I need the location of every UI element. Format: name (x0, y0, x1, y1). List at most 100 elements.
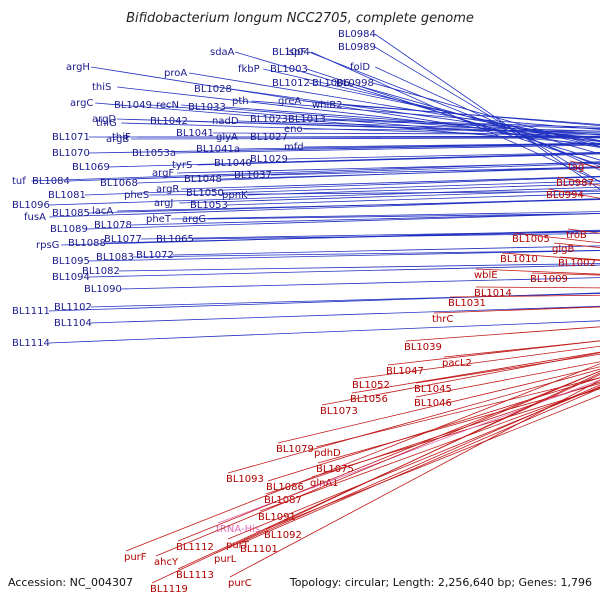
forward-label-leader (306, 68, 600, 166)
forward-gene-label: BL1114 (12, 338, 50, 349)
reverse-label-leader (227, 368, 600, 474)
forward-label-leader (117, 86, 600, 142)
reverse-label-leader (321, 352, 600, 406)
forward-gene-label: BL1041 (176, 128, 214, 139)
reverse-gene-label: BL1101 (240, 544, 278, 555)
forward-label-leader (172, 245, 600, 256)
forward-gene-label: greA (278, 96, 301, 107)
forward-gene-label: BL1070 (52, 148, 90, 159)
forward-gene-label: lacA (92, 206, 113, 217)
forward-gene-label: BL1013 (288, 114, 326, 125)
forward-gene-label: BL1037 (234, 170, 272, 181)
forward-label-leader (121, 122, 600, 138)
reverse-gene-label: BL1119 (150, 584, 188, 595)
forward-label-leader (48, 292, 600, 312)
reverse-gene-label: BL1047 (386, 366, 424, 377)
forward-label-leader (90, 293, 600, 308)
reverse-gene-label: tRNA-His (216, 524, 260, 535)
forward-label-leader (303, 142, 600, 148)
forward-gene-label: BL1003 (270, 64, 308, 75)
forward-gene-label: BL1065 (156, 234, 194, 245)
forward-gene-label: sdaA (210, 47, 235, 58)
forward-gene-label: BL1096 (12, 200, 50, 211)
forward-gene-label: BL1053a (132, 148, 176, 159)
forward-label-leader (270, 166, 600, 176)
reverse-label-leader (351, 351, 600, 394)
forward-gene-label: BL1082 (82, 266, 120, 277)
reverse-gene-label: pacL2 (442, 358, 472, 369)
forward-gene-label: BL1048 (184, 174, 222, 185)
reverse-gene-label: BL1113 (176, 570, 214, 581)
reverse-gene-label: BL1052 (352, 380, 390, 391)
forward-gene-label: fkbP (238, 64, 260, 75)
forward-gene-label: nadD (212, 116, 239, 127)
forward-label-leader (220, 167, 600, 180)
reverse-gene-label: BL1093 (226, 474, 264, 485)
reverse-gene-label: BL0987 (556, 178, 594, 189)
forward-label-leader (68, 162, 600, 182)
forward-label-leader (84, 176, 600, 196)
forward-gene-label: argF (152, 168, 174, 179)
forward-gene-label: tuf (12, 176, 26, 187)
forward-label-leader (230, 88, 600, 141)
reverse-gene-label: BL1014 (474, 288, 512, 299)
forward-gene-label: BL0984 (338, 29, 376, 40)
reverse-gene-label: BL1009 (530, 274, 568, 285)
forward-label-leader (251, 100, 600, 130)
forward-label-leader (86, 213, 600, 230)
forward-gene-label: folD (350, 62, 370, 73)
forward-label-leader (132, 249, 600, 258)
reverse-gene-label: BL1112 (176, 542, 214, 553)
forward-gene-label: BL0998 (336, 78, 374, 89)
forward-gene-label: pheS (124, 190, 149, 201)
reverse-gene-label: BL1073 (320, 406, 358, 417)
reverse-label-leader (353, 345, 600, 380)
forward-gene-label: BL1094 (52, 272, 90, 283)
forward-label-leader (48, 320, 600, 344)
reverse-label-leader (155, 370, 600, 557)
forward-gene-label: BL1028 (194, 84, 232, 95)
forward-gene-label: BL1029 (250, 154, 288, 165)
forward-label-leader (140, 230, 600, 240)
forward-gene-label: argG (182, 214, 206, 225)
forward-label-leader (48, 186, 600, 206)
forward-label-leader (149, 190, 600, 196)
forward-gene-label: rpsG (36, 240, 59, 251)
reverse-gene-label: BL1091 (258, 512, 296, 523)
forward-label-leader (90, 305, 600, 324)
forward-label-leader (88, 264, 600, 278)
reverse-label-leader (405, 326, 600, 342)
reverse-gene-label: purL (214, 554, 237, 565)
reverse-gene-label: thrC (432, 314, 453, 325)
reverse-label-leader (433, 306, 600, 314)
reverse-gene-label: BL1087 (264, 495, 302, 506)
forward-gene-label: BL1023 (250, 114, 288, 125)
forward-gene-label: BL1012 (272, 78, 310, 89)
forward-label-leader (181, 175, 600, 190)
forward-label-leader (237, 120, 600, 132)
reverse-label-leader (177, 370, 600, 542)
forward-label-leader (303, 128, 600, 132)
forward-gene-label: BL1104 (54, 318, 92, 329)
forward-label-leader (212, 132, 600, 135)
forward-gene-label: fusA (24, 212, 46, 223)
forward-gene-label: argR (156, 184, 179, 195)
forward-gene-label: argD (92, 114, 116, 125)
reverse-label-leader (317, 383, 600, 464)
forward-gene-label: BL1069 (72, 162, 110, 173)
reverse-gene-label: BL1075 (316, 464, 354, 475)
forward-gene-label: BL1042 (150, 116, 188, 127)
forward-label-leader (179, 189, 600, 204)
reverse-label-leader (227, 386, 600, 540)
forward-gene-label: BL1041a (196, 144, 240, 155)
reverse-label-leader (241, 387, 600, 544)
reverse-gene-label: glgB (552, 244, 574, 255)
accession-text: Accession: NC_004307 (8, 576, 133, 589)
forward-label-leader (238, 143, 600, 150)
reverse-label-leader (125, 363, 600, 552)
forward-gene-labels: BL0984 BL0989 ispF folD BL1004 BL1003 sdaA BL10… (12, 29, 600, 349)
forward-label-leader (88, 250, 600, 262)
forward-gene-label: BL1084 (32, 176, 70, 187)
forward-gene-label: BL0989 (338, 42, 376, 53)
